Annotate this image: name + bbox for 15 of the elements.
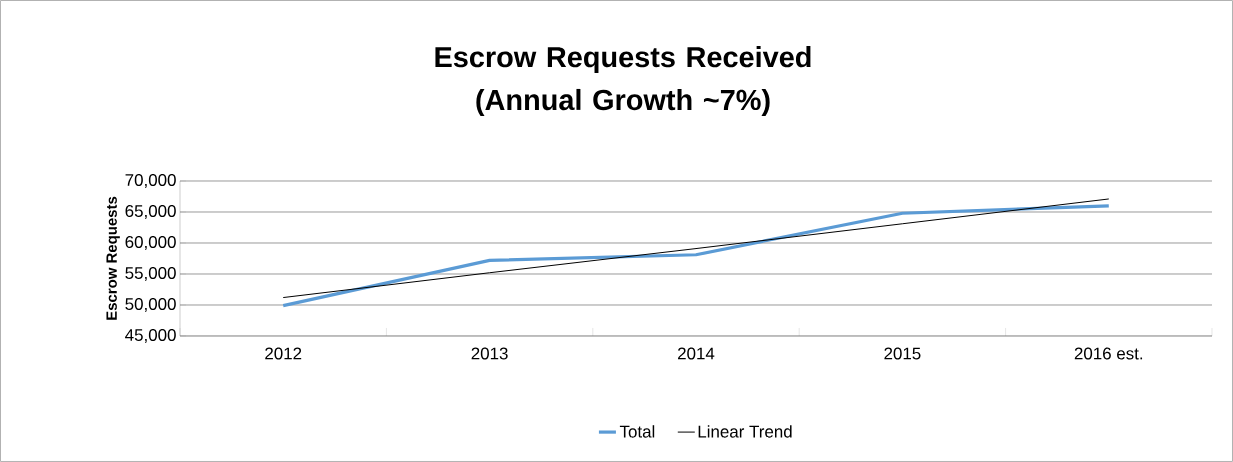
- x-tick-label: 2012: [265, 347, 302, 360]
- y-axis-title: Escrow Requests: [106, 196, 120, 320]
- y-tick-label: 50,000: [125, 297, 176, 312]
- y-tick-label: 45,000: [125, 328, 176, 343]
- y-tick-label: 70,000: [125, 173, 176, 188]
- x-tick-label: 2013: [471, 347, 508, 360]
- y-tick-label: 60,000: [125, 235, 176, 250]
- x-tick-label: 2014: [678, 347, 715, 360]
- x-tick-label: 2015: [884, 347, 921, 360]
- legend-label: Total: [619, 425, 655, 438]
- legend-label: Linear Trend: [698, 425, 792, 438]
- x-tick-label: 2016 est.: [1074, 347, 1143, 360]
- chart-title: Escrow Requests Received (Annual Growth ~7%): [435, 46, 811, 116]
- y-tick-label: 55,000: [125, 266, 176, 281]
- y-tick-label: 65,000: [125, 204, 176, 219]
